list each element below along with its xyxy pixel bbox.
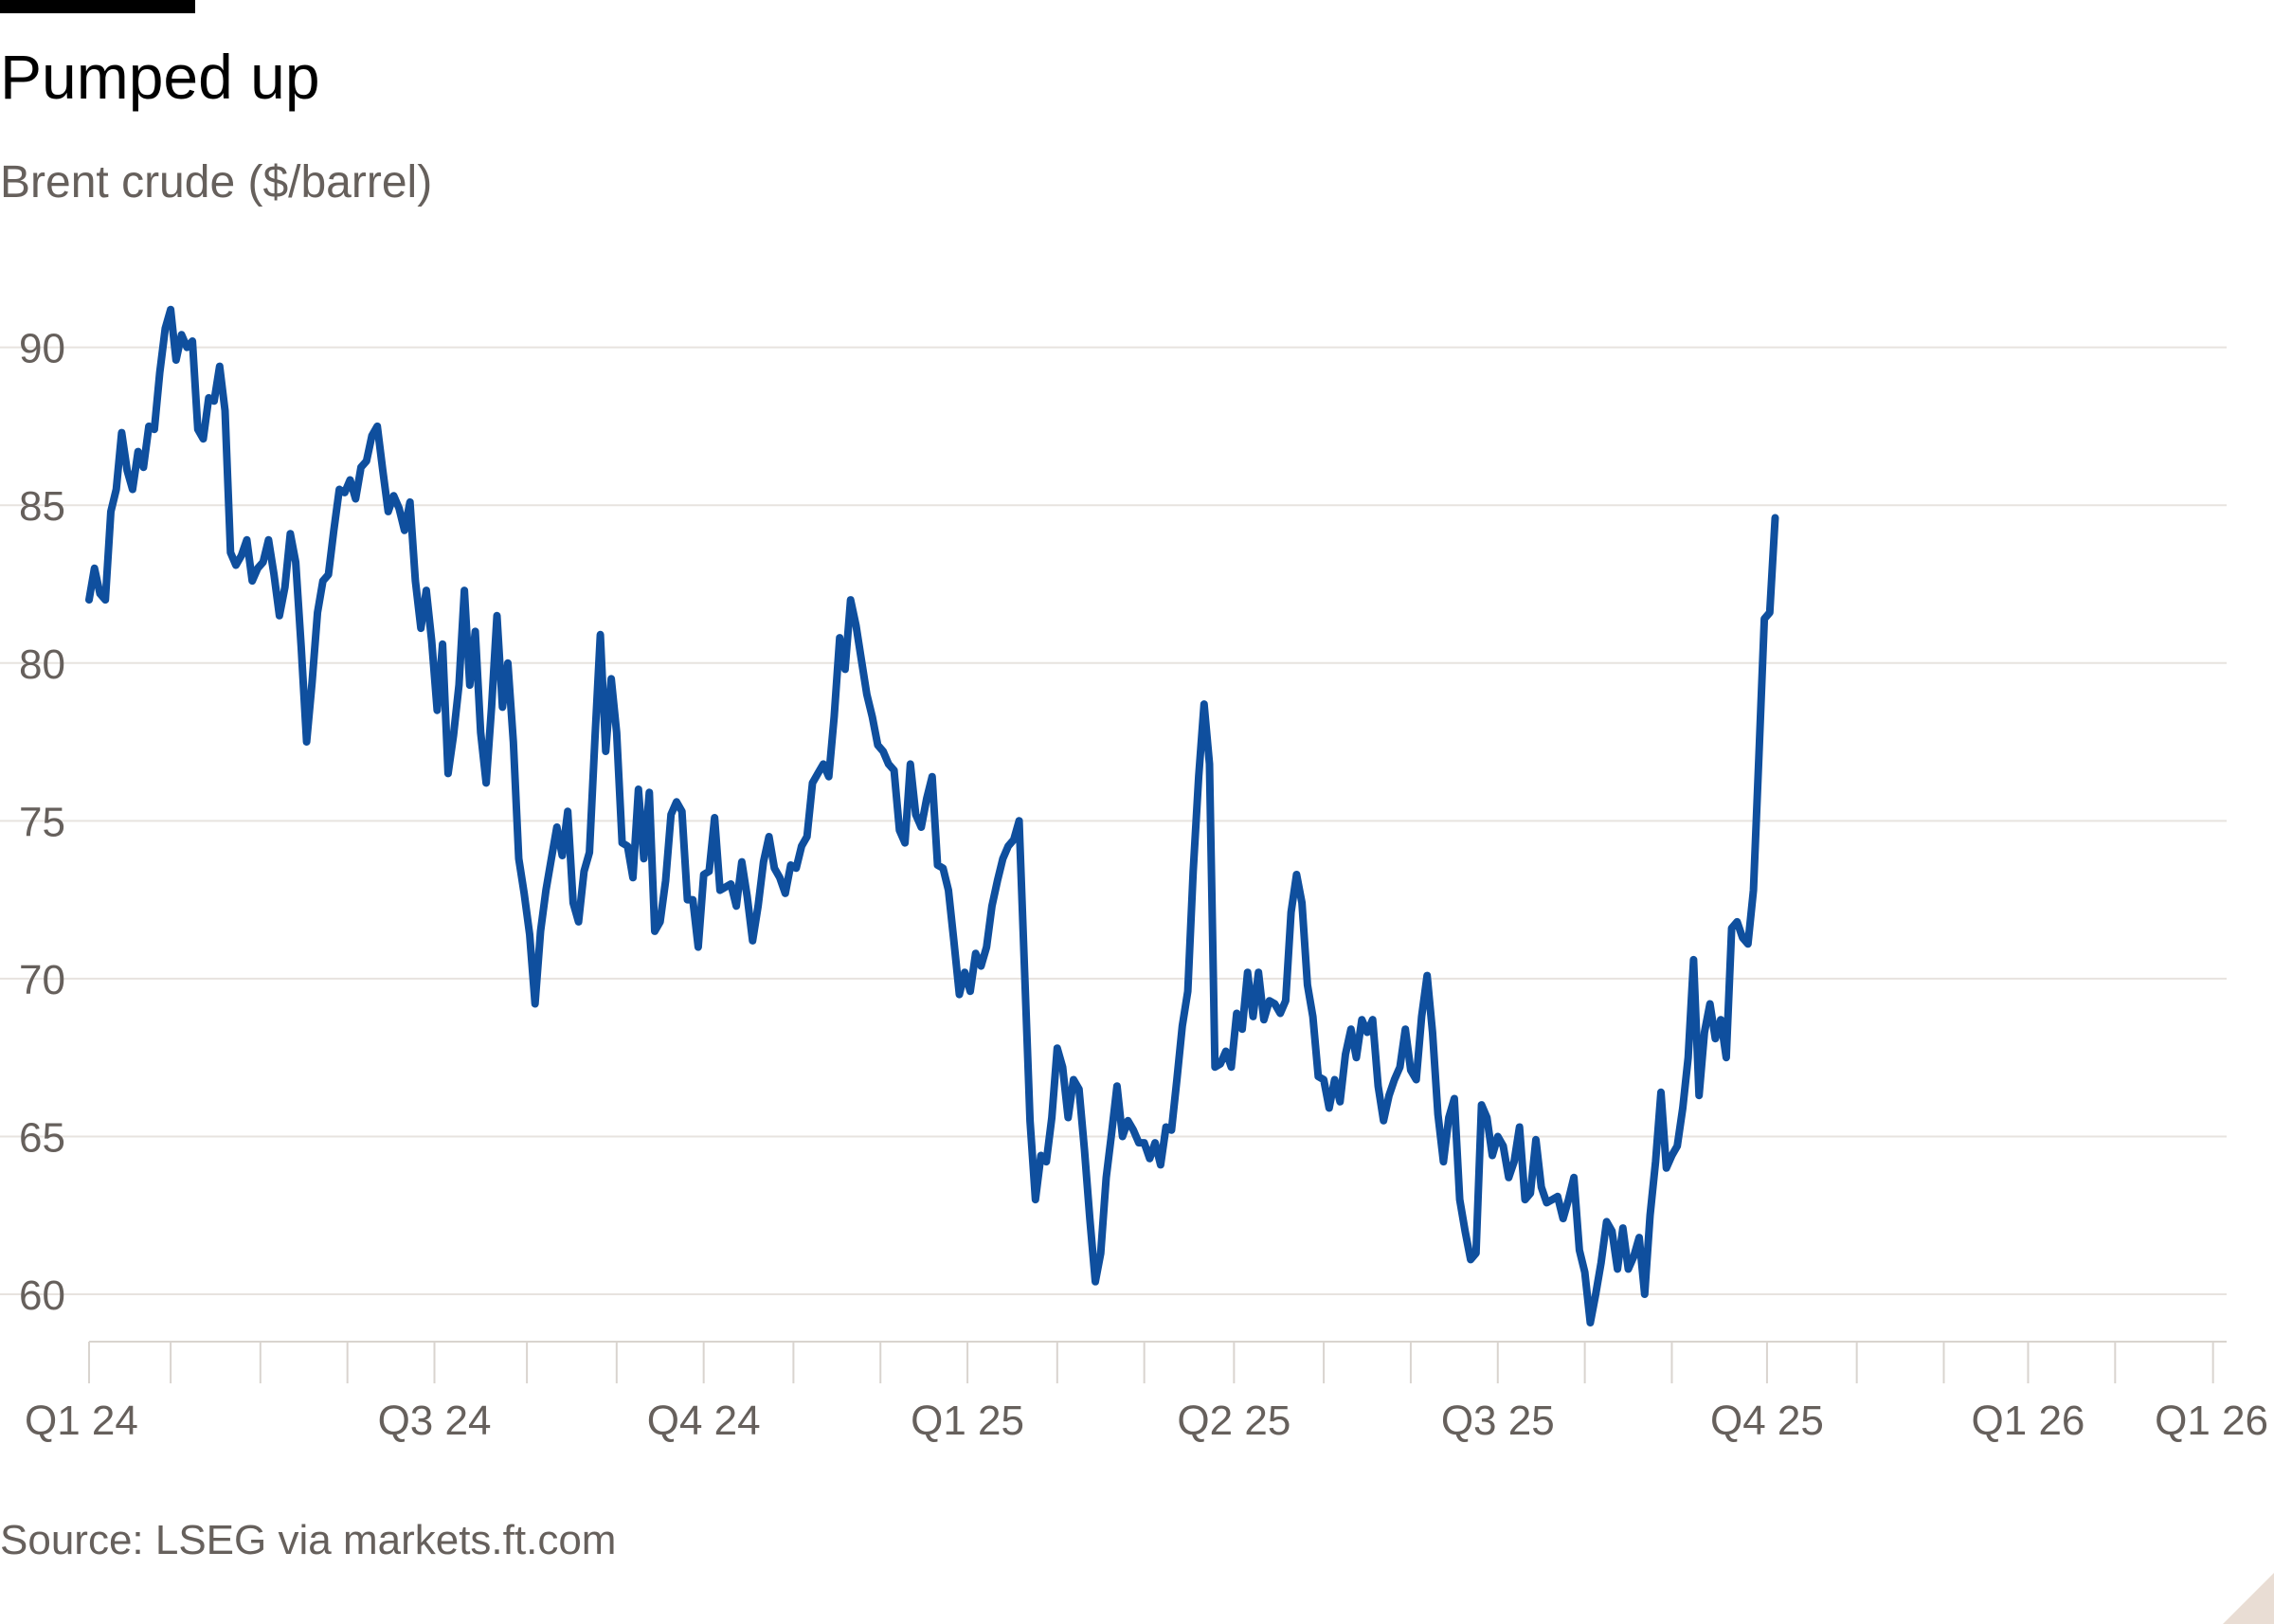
x-tick-label-0: Q1 24 [25, 1398, 138, 1444]
axis-labels: 60 65 70 75 80 85 90 Q1 24 Q3 24 Q4 24 Q1 25 Q2 25 Q… [19, 326, 2268, 1444]
x-tick-label-4: Q2 25 [1177, 1398, 1290, 1444]
y-tick-label-70: 70 [19, 957, 65, 1003]
gridlines [0, 346, 2227, 1296]
series-layer [85, 305, 1779, 1326]
series-line-0 [85, 305, 1779, 1326]
y-tick-label-80: 80 [19, 641, 65, 688]
chart-title: Pumped up [0, 42, 320, 112]
y-tick-label-85: 85 [19, 483, 65, 530]
x-tick-label-2: Q4 24 [647, 1398, 761, 1444]
y-tick-label-75: 75 [19, 799, 65, 845]
corner-fold [2223, 1573, 2274, 1624]
source-note: Source: LSEG via markets.ft.com [0, 1517, 617, 1563]
x-tick-label-6: Q4 25 [1710, 1398, 1824, 1444]
x-tick-label-1: Q3 24 [378, 1398, 492, 1444]
x-tick-label-8: Q1 26 [2155, 1398, 2268, 1444]
y-tick-label-90: 90 [19, 326, 65, 372]
x-tick-label-7: Q1 26 [1972, 1398, 2085, 1444]
brand-bar [0, 0, 195, 13]
chart-subtitle: Brent crude ($/barrel) [0, 157, 433, 208]
x-axis [88, 1341, 2227, 1383]
x-tick-label-3: Q1 25 [911, 1398, 1024, 1444]
y-tick-label-60: 60 [19, 1272, 65, 1319]
y-tick-label-65: 65 [19, 1114, 65, 1161]
x-tick-label-5: Q3 25 [1441, 1398, 1555, 1444]
